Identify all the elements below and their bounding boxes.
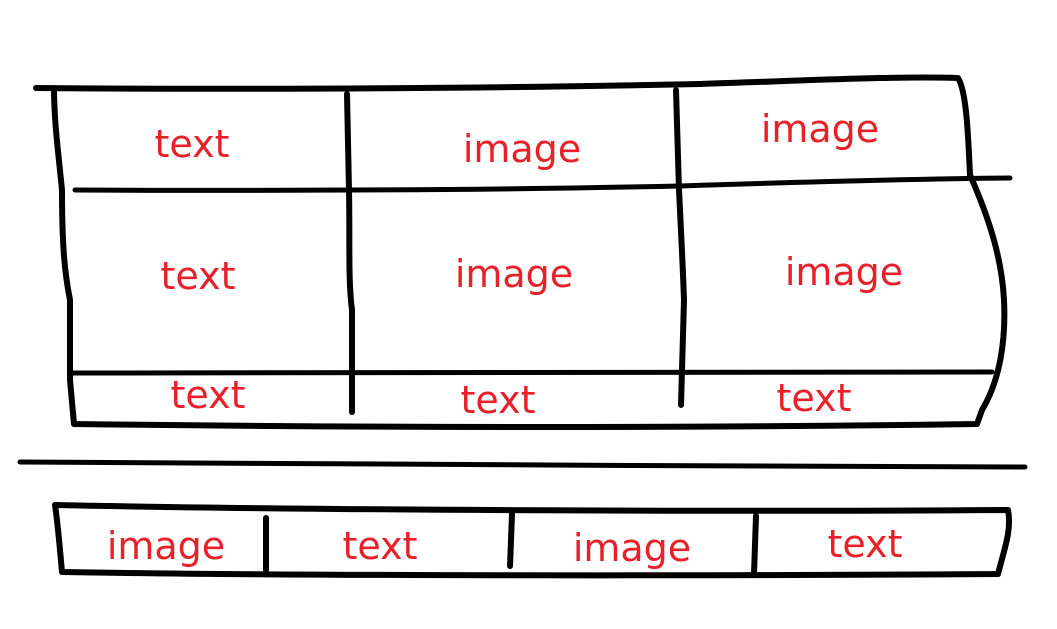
top-grid-labels: text image image text image image text t… (155, 107, 904, 422)
top-grid-col-divider-1 (344, 91, 355, 415)
bottom-strip-cell-3: image (573, 526, 691, 570)
top-grid-frame (33, 74, 1013, 430)
bottom-strip-cell-4: text (828, 522, 903, 566)
top-grid-row-divider-2 (69, 369, 995, 377)
bottom-strip-labels: image text image text (107, 522, 903, 570)
top-grid-cell-r1c2: image (463, 127, 581, 171)
top-grid-col-divider-2 (673, 87, 687, 408)
bottom-strip-outline (52, 502, 1013, 579)
bottom-strip-cell-2: text (343, 524, 418, 568)
top-grid-cell-r3c3: text (777, 376, 852, 420)
bottom-strip-frame (52, 502, 1013, 579)
bottom-strip-divider-3 (751, 513, 759, 577)
section-separator-line (17, 459, 1028, 470)
bottom-strip-cell-1: image (107, 524, 225, 568)
top-grid-row-divider-1 (72, 175, 1013, 193)
top-grid-cell-r1c3: image (761, 107, 879, 151)
bottom-strip-divider-2 (507, 511, 515, 569)
top-grid-outline (33, 74, 1008, 430)
top-grid-cell-r3c2: text (461, 378, 536, 422)
top-grid-cell-r2c1: text (161, 254, 236, 298)
top-grid-cell-r2c2: image (455, 252, 573, 296)
top-grid-cell-r1c1: text (155, 122, 230, 166)
top-grid-cell-r2c3: image (785, 250, 903, 294)
top-grid-cell-r3c1: text (171, 373, 246, 417)
